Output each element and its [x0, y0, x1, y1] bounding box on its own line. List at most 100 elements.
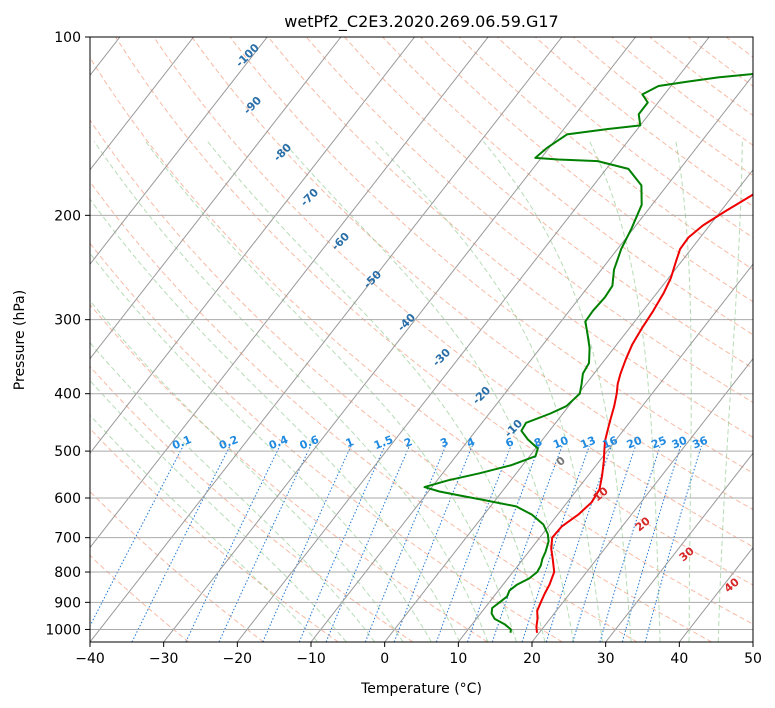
mixing-ratio-line: [393, 445, 473, 642]
mixing-ratio-line: [599, 445, 661, 642]
mixing-ratio-label: 30: [670, 434, 689, 452]
mixing-ratio-label: 25: [649, 434, 668, 452]
y-tick-label: 300: [54, 313, 81, 329]
dry-adiabat-line: [90, 490, 264, 642]
mixing-ratio-line: [435, 445, 512, 642]
grid-lines: [90, 37, 753, 642]
dry-adiabat-line: [90, 181, 638, 642]
isotherm-line: [90, 37, 563, 642]
dry-adiabat-line: [344, 37, 753, 369]
dry-adiabat-line: [90, 242, 563, 642]
moist-adiabat-label: 40: [722, 575, 742, 595]
dry-adiabat-line: [115, 37, 753, 586]
mixing-ratio-line: [262, 445, 352, 642]
mixing-ratio-label: 1: [344, 435, 356, 450]
isotherm-label: -30: [430, 346, 453, 369]
chart-title: wetPf2_C2E3.2020.269.06.59.G17: [284, 12, 558, 32]
y-tick-label: 800: [54, 565, 81, 581]
series-group: [423, 73, 753, 633]
dry-adiabat-line: [305, 37, 753, 403]
mixing-ratio-label: 0.4: [267, 433, 290, 452]
mixing-ratio-line: [491, 445, 563, 642]
x-tick-label: 10: [449, 651, 467, 667]
y-tick-label: 500: [54, 444, 81, 460]
dry-adiabat-line: [573, 37, 753, 177]
mixing-ratio-label: 20: [625, 434, 644, 452]
mixing-ratio-line: [621, 445, 682, 642]
mixing-ratio-label: 0.2: [217, 433, 240, 452]
isotherm-label: -100: [233, 41, 262, 70]
x-tick-label: 20: [523, 651, 541, 667]
temperature-line: [535, 193, 753, 633]
mixing-ratio-line: [298, 445, 386, 642]
x-tick-label: −30: [149, 651, 179, 667]
x-axis: −40 −30 −20 −10 0 10 20 30 40 50: [75, 642, 762, 667]
isotherm-line: [457, 263, 753, 642]
isotherm-label: -90: [241, 94, 264, 117]
dry-adiabat-line: [90, 303, 488, 642]
mixing-ratio-label: 4: [465, 435, 477, 450]
mixing-ratio-label: 1.5: [372, 433, 395, 452]
isotherm-line: [310, 74, 753, 642]
isotherm-label: -40: [395, 311, 418, 334]
mixing-ratio-line: [90, 445, 184, 628]
y-tick-label: 700: [54, 531, 81, 547]
isotherm-line: [163, 37, 636, 642]
mixing-ratio-line: [364, 445, 447, 642]
moist-adiabat-line: [207, 140, 546, 642]
moist-adiabat-line: [90, 414, 319, 642]
mixing-ratio-line: [521, 445, 590, 642]
isotherm-line: [605, 452, 753, 642]
x-tick-label: 0: [380, 651, 389, 667]
mixing-ratio-label: 10: [551, 434, 570, 452]
isotherm-label: -60: [329, 230, 352, 253]
moist-adiabat-label: 10: [591, 484, 611, 504]
x-tick-label: −20: [223, 651, 253, 667]
isotherm-label: -70: [298, 186, 321, 209]
moist-adiabat-line: [90, 379, 347, 642]
mixing-ratio-line: [131, 445, 231, 642]
x-tick-label: −40: [75, 651, 105, 667]
mixing-ratio-line: [218, 445, 312, 642]
moist-adiabat-line: [675, 141, 692, 642]
isotherm-line: [90, 37, 194, 171]
isotherm-label: -20: [470, 384, 493, 407]
y-tick-label: 200: [54, 208, 81, 224]
moist-adiabat-line: [93, 141, 489, 642]
isotherm-line: [752, 641, 753, 642]
moist-adiabat-line: [482, 140, 632, 642]
y-tick-label: 100: [54, 30, 81, 46]
x-tick-label: −10: [296, 651, 326, 667]
mixing-ratio-line: [325, 445, 410, 642]
dry-adiabat-line: [90, 554, 190, 642]
mixing-ratio-label: 16: [601, 434, 620, 452]
isotherm-line: [90, 37, 415, 454]
y-tick-label: 400: [54, 387, 81, 403]
isotherm-line: [531, 357, 753, 642]
y-tick-label: 900: [54, 595, 81, 611]
mixing-ratio-label: 8: [532, 435, 544, 450]
mixing-ratio-line: [467, 445, 540, 642]
y-tick-label: 1000: [45, 622, 81, 638]
background-lines: [90, 37, 775, 642]
mixing-ratio-label: 2: [402, 435, 414, 450]
y-axis-label: Pressure (hPa): [12, 290, 28, 390]
mixing-ratio-label: 13: [579, 434, 598, 452]
moist-adiabat-line: [282, 140, 575, 642]
x-tick-label: 40: [670, 651, 688, 667]
dry-adiabat-line: [764, 37, 775, 642]
isotherm-line: [90, 37, 342, 360]
y-axis: 100 200 300 400 500 600 700 800 900 1000: [45, 30, 90, 638]
plot-frame: [89, 36, 754, 643]
isotherm-label: -50: [361, 268, 384, 291]
dry-adiabat-line: [382, 37, 753, 336]
dry-adiabat-line: [90, 119, 712, 642]
dry-adiabat-line: [687, 37, 753, 87]
y-tick-label: 600: [54, 491, 81, 507]
mixing-ratio-line: [545, 445, 612, 642]
dry-adiabat-line: [90, 365, 414, 642]
dry-adiabat-line: [229, 37, 753, 474]
x-tick-label: 30: [597, 651, 615, 667]
mixing-ratio-label: 36: [691, 434, 710, 452]
